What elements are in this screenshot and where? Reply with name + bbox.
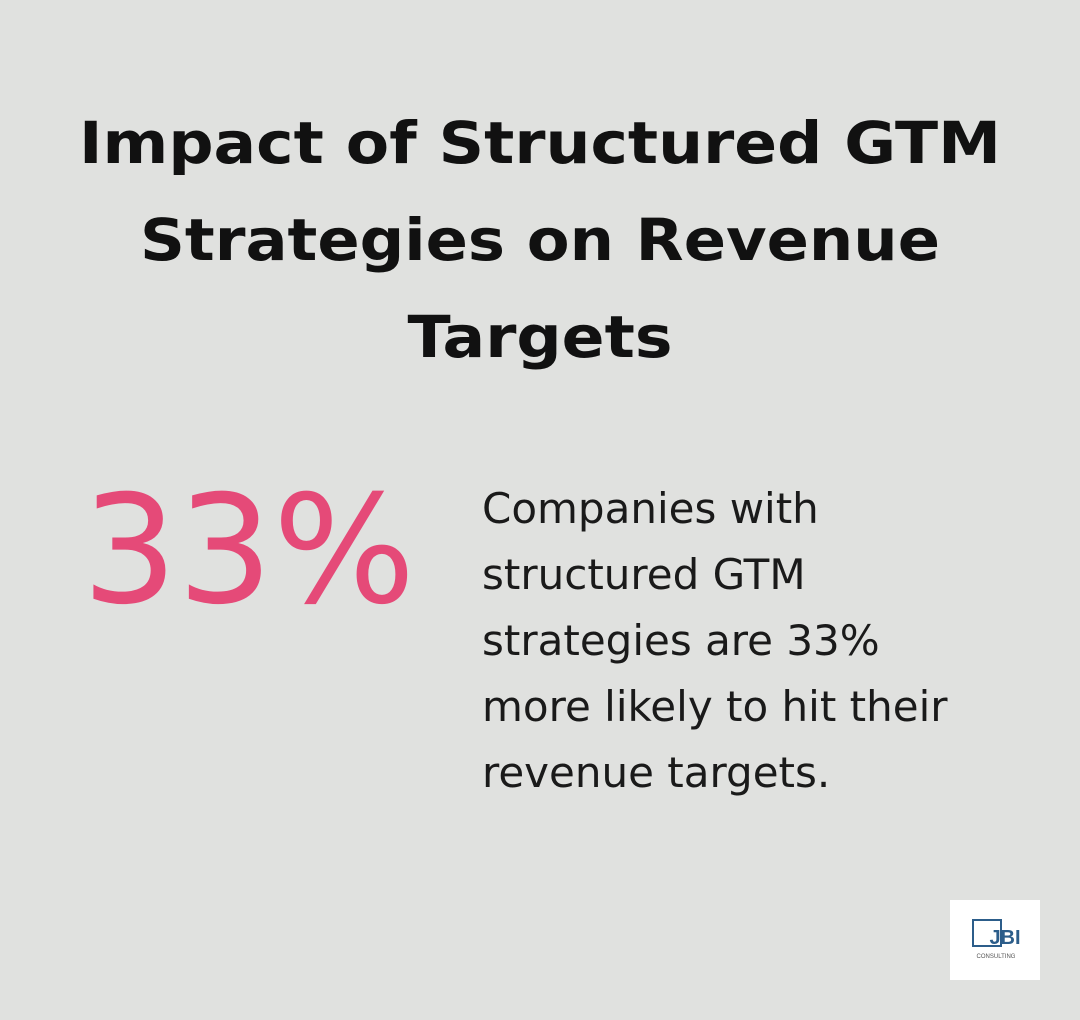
logo-box: [950, 900, 1040, 980]
stat: 33%: [82, 464, 415, 638]
title-line: Impact of Structured GTM: [79, 109, 1001, 177]
logo: JBI CONSULTING: [950, 900, 1040, 980]
description-line: Companies with: [482, 484, 819, 533]
logo-name: JBI: [989, 927, 1020, 949]
description-line: revenue targets.: [482, 748, 830, 797]
description-line: more likely to hit their: [482, 682, 948, 731]
title-line: Targets: [408, 303, 673, 371]
logo-square: [972, 919, 1002, 947]
title-line: Strategies on Revenue: [140, 206, 940, 274]
description-line: strategies are 33%: [482, 616, 880, 665]
description-line: structured GTM: [482, 550, 806, 599]
logo-subtitle: CONSULTING: [977, 954, 1016, 960]
